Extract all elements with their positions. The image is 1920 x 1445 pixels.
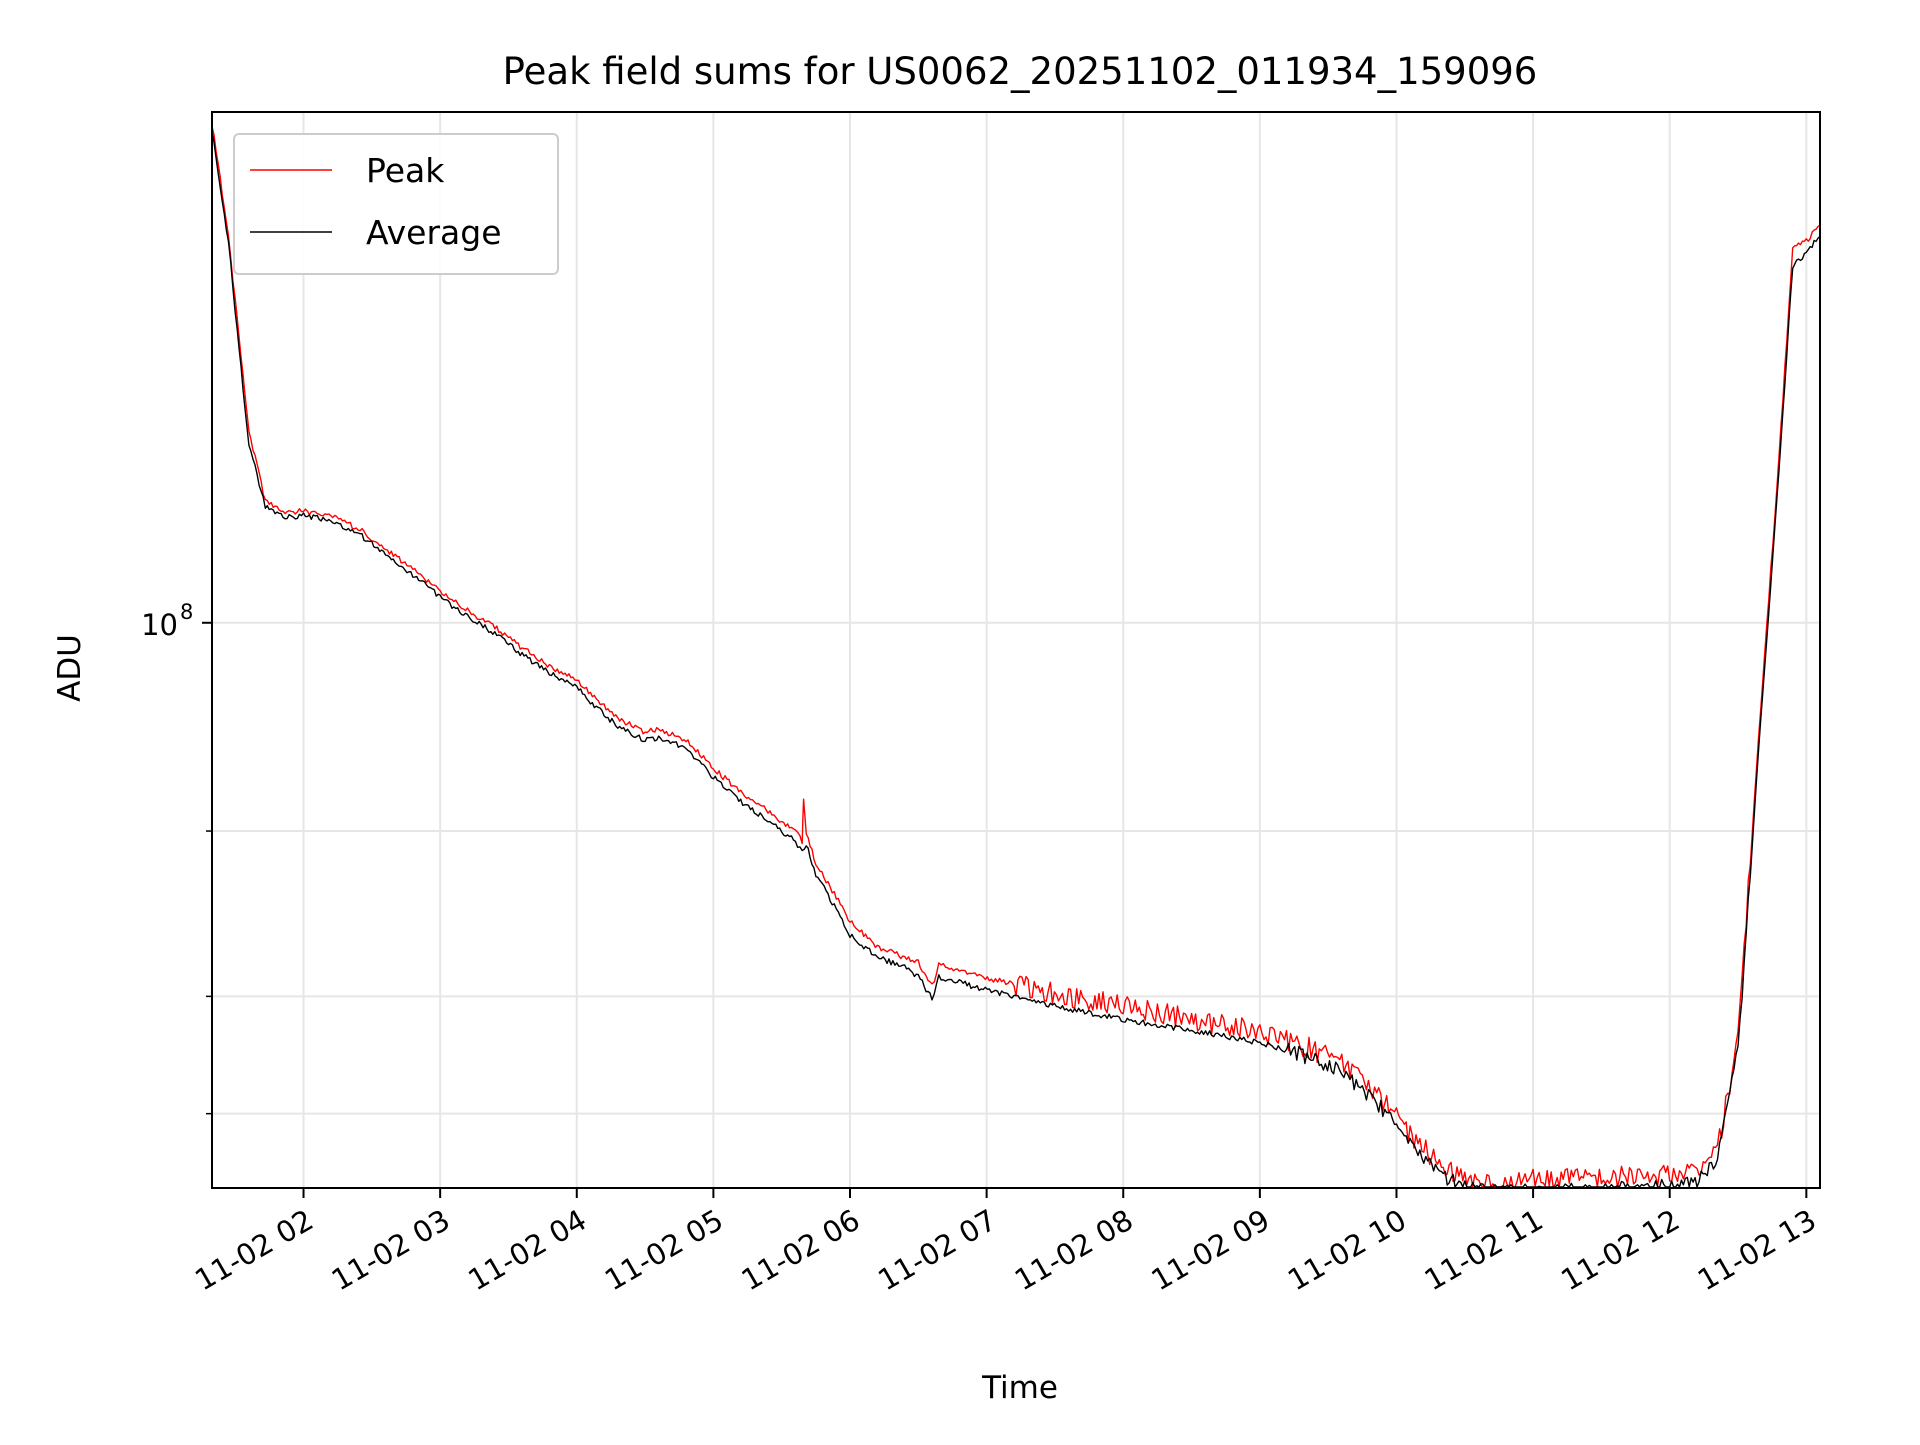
series-line-peak [211,126,1821,1188]
legend-peak-label: Peak [366,151,445,190]
legend: Peak Average [233,133,559,275]
x-axis-label: Time [981,1370,1058,1406]
plot-frame [211,111,1821,1189]
y-tick-label-exponent: 8 [180,600,193,624]
chart-title: Peak field sums for US0062_20251102_0119… [503,50,1538,93]
legend-average-label: Average [366,213,502,252]
legend-box [233,133,559,275]
y-tick-label: 10 [141,608,178,642]
y-axis-label: ADU [52,634,88,702]
